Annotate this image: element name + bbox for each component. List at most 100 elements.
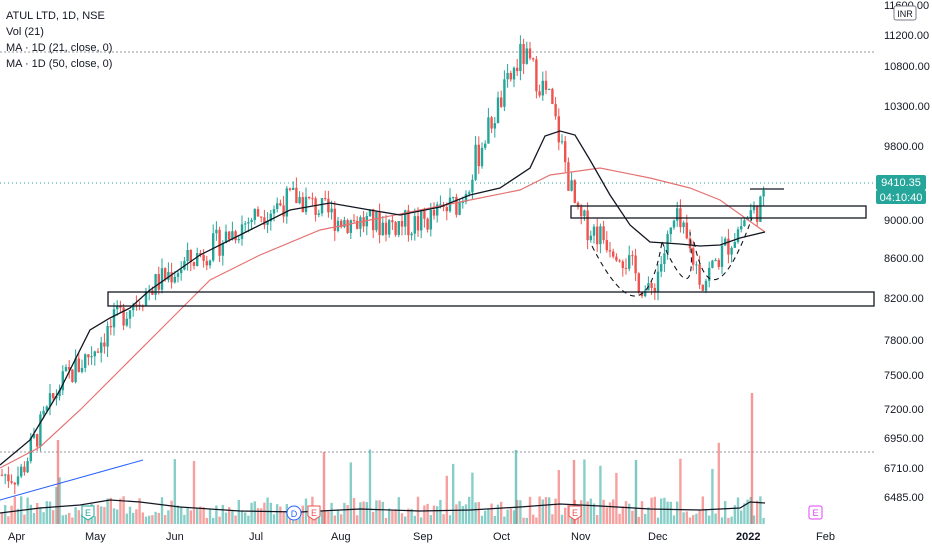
candle-body bbox=[711, 260, 714, 268]
volume-bar bbox=[13, 496, 16, 524]
volume-bar bbox=[180, 506, 183, 524]
candle-body bbox=[698, 264, 701, 285]
volume-bar bbox=[208, 508, 212, 524]
volume-bar bbox=[253, 501, 256, 524]
volume-bar bbox=[445, 475, 448, 524]
volume-bar bbox=[740, 510, 743, 524]
candle-body bbox=[100, 342, 103, 353]
volume-bar bbox=[45, 501, 48, 524]
volume-bar bbox=[544, 497, 548, 524]
candle-body bbox=[103, 342, 106, 347]
volume-bar bbox=[234, 515, 237, 524]
candle-body bbox=[199, 253, 202, 255]
candle-body bbox=[599, 226, 602, 245]
candle-body bbox=[407, 210, 410, 236]
candle-body bbox=[605, 240, 608, 251]
head-curve bbox=[591, 241, 663, 297]
volume-bar bbox=[167, 510, 170, 524]
chart-legend[interactable]: ATUL LTD, 1D, NSE Vol (21) MA · 1D (21, … bbox=[6, 8, 112, 72]
volume-bar bbox=[727, 517, 730, 524]
volume-bar bbox=[125, 513, 128, 524]
candle-body bbox=[16, 476, 20, 485]
current-price-value: 9410.35 bbox=[881, 177, 921, 189]
candle-body bbox=[704, 280, 708, 291]
volume-bar bbox=[74, 507, 77, 524]
volume-bar bbox=[474, 502, 477, 524]
dividend-event-icon[interactable]: D bbox=[286, 505, 302, 521]
volume-bar bbox=[164, 515, 167, 524]
volume-bar bbox=[695, 513, 698, 524]
candle-body bbox=[714, 260, 717, 262]
volume-bar bbox=[10, 505, 13, 524]
candle-body bbox=[116, 305, 119, 310]
volume-bar bbox=[420, 517, 423, 524]
candle-body bbox=[343, 220, 346, 228]
volume-bar bbox=[618, 513, 621, 524]
volume-bar bbox=[602, 499, 605, 524]
candle-body bbox=[375, 211, 378, 231]
ma50-line bbox=[0, 167, 766, 469]
volume-bar bbox=[55, 486, 58, 524]
candle-body bbox=[125, 318, 128, 326]
candle-body bbox=[202, 254, 205, 261]
event-markers[interactable]: E D E E E bbox=[81, 505, 823, 521]
volume-bar bbox=[298, 512, 301, 524]
volume-bar bbox=[205, 517, 208, 524]
candle-body bbox=[61, 371, 64, 391]
volume-bar bbox=[32, 513, 36, 524]
candle-body bbox=[333, 208, 336, 231]
candle-body bbox=[474, 144, 477, 180]
candle-body bbox=[413, 216, 416, 234]
candle-body bbox=[381, 222, 384, 236]
price-axis-label: 9000.00 bbox=[884, 215, 924, 227]
candle-body bbox=[480, 147, 484, 167]
volume-bar bbox=[346, 505, 349, 524]
earnings-event-icon[interactable]: E bbox=[81, 505, 95, 521]
volume-bar bbox=[688, 517, 692, 524]
volume-bar bbox=[621, 506, 624, 524]
candle-body bbox=[192, 262, 196, 266]
time-axis[interactable]: Apr May Jun Jul Aug Sep Oct Nov Dec 2022… bbox=[8, 531, 835, 543]
candle-body bbox=[122, 307, 125, 326]
current-price-tag: 9410.35 04:10:40 bbox=[876, 175, 926, 204]
symbol-title: ATUL LTD, 1D, NSE bbox=[6, 10, 105, 22]
time-axis-label: Jul bbox=[249, 531, 263, 543]
earnings-event-icon[interactable]: E bbox=[307, 505, 321, 521]
svg-text:E: E bbox=[572, 508, 578, 518]
candle-body bbox=[64, 367, 68, 372]
currency-badge[interactable]: INR bbox=[893, 5, 917, 21]
candle-body bbox=[580, 206, 583, 217]
volume-bar bbox=[381, 501, 384, 524]
volume-bar bbox=[522, 517, 525, 524]
candle-body bbox=[384, 222, 388, 235]
volume-bar bbox=[612, 499, 615, 524]
candle-body bbox=[701, 284, 704, 291]
volume-bar bbox=[132, 512, 135, 524]
candle-body bbox=[452, 196, 455, 198]
earnings-event-icon[interactable]: E bbox=[568, 505, 582, 521]
price-axis[interactable]: 11600.00 11200.00 10800.00 10300.00 9800… bbox=[884, 0, 930, 504]
price-axis-label: 6485.00 bbox=[884, 492, 924, 504]
upcoming-earnings-event-icon[interactable]: E bbox=[808, 505, 823, 520]
neckline-zone-box bbox=[570, 205, 867, 219]
volume-bar bbox=[218, 516, 221, 524]
volume-bar bbox=[423, 505, 426, 524]
candle-body bbox=[493, 123, 496, 129]
volume-bar bbox=[359, 502, 362, 524]
candle-body bbox=[93, 351, 96, 357]
candle-body bbox=[458, 202, 461, 215]
volume-ma-line bbox=[0, 499, 766, 514]
time-axis-label: Dec bbox=[648, 531, 668, 543]
volume-bar bbox=[500, 501, 503, 524]
volume-bar bbox=[183, 514, 186, 524]
candle-body bbox=[0, 474, 4, 476]
volume-bar bbox=[608, 502, 612, 524]
candle-body bbox=[218, 229, 221, 256]
volume-bar bbox=[282, 512, 285, 524]
left-shoulder-curve bbox=[661, 231, 692, 280]
volume-bar bbox=[308, 510, 311, 524]
volume-spike-bar bbox=[56, 440, 60, 524]
candle-body bbox=[39, 414, 42, 447]
candle-body bbox=[48, 393, 52, 407]
